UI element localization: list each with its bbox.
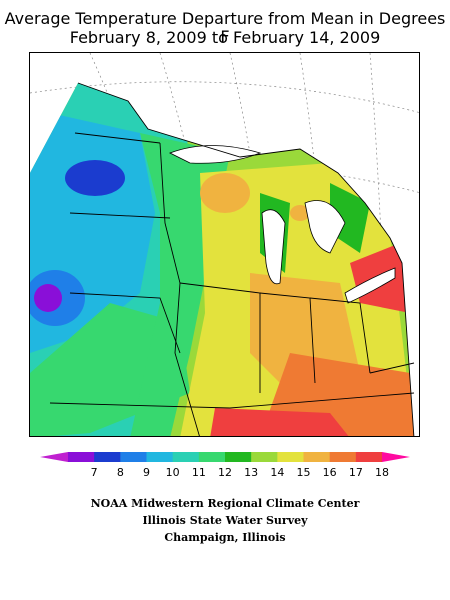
legend-tick-label: 8 xyxy=(117,466,124,479)
legend-swatch xyxy=(146,452,174,462)
legend-tick-label: 11 xyxy=(192,466,206,479)
legend-swatch xyxy=(355,452,383,462)
temperature-map xyxy=(30,53,419,436)
legend-tick-label: 17 xyxy=(349,466,363,479)
legend-tick-label: 10 xyxy=(166,466,180,479)
legend-swatch xyxy=(225,452,252,462)
lake-erie xyxy=(344,267,396,304)
legend-tick-label: 7 xyxy=(91,466,98,479)
legend-tick-label: 15 xyxy=(297,466,311,479)
credit-line-noaa: NOAA Midwestern Regional Climate Center xyxy=(90,497,360,510)
legend-low-arrow xyxy=(40,452,68,462)
legend-tick-label: 13 xyxy=(244,466,258,479)
map-subtitle-date-range: February 8, 2009 to February 14, 2009 xyxy=(69,28,381,47)
legend-swatch xyxy=(303,452,331,462)
legend-swatch xyxy=(94,452,121,462)
lake-huron xyxy=(304,200,346,254)
legend-tick-label: 18 xyxy=(375,466,389,479)
legend-swatch xyxy=(277,452,304,462)
legend-swatch xyxy=(172,452,200,462)
legend-tick-label: 12 xyxy=(218,466,232,479)
legend-swatch xyxy=(68,452,95,462)
map-frame xyxy=(29,52,420,437)
legend-swatch xyxy=(329,452,357,462)
credit-line-isws: Illinois State Water Survey xyxy=(142,514,308,527)
legend-high-arrow xyxy=(382,452,410,462)
legend-tick-label: 16 xyxy=(323,466,337,479)
legend-swatch xyxy=(198,452,226,462)
legend-tick-label: 9 xyxy=(143,466,150,479)
legend-tick-label: 14 xyxy=(270,466,284,479)
lake-michigan xyxy=(261,209,286,285)
legend-swatch xyxy=(251,452,278,462)
map-title: Average Temperature Departure from Mean … xyxy=(4,9,446,46)
lake-superior xyxy=(169,145,262,164)
great-lakes xyxy=(169,145,396,304)
temperature-fill xyxy=(30,83,414,436)
color-legend: 7 8 9 10 11 12 13 14 15 16 17 18 xyxy=(40,452,410,479)
legend-swatch xyxy=(120,452,147,462)
credit-line-location: Champaign, Illinois xyxy=(164,531,286,544)
state-borders xyxy=(49,82,415,436)
